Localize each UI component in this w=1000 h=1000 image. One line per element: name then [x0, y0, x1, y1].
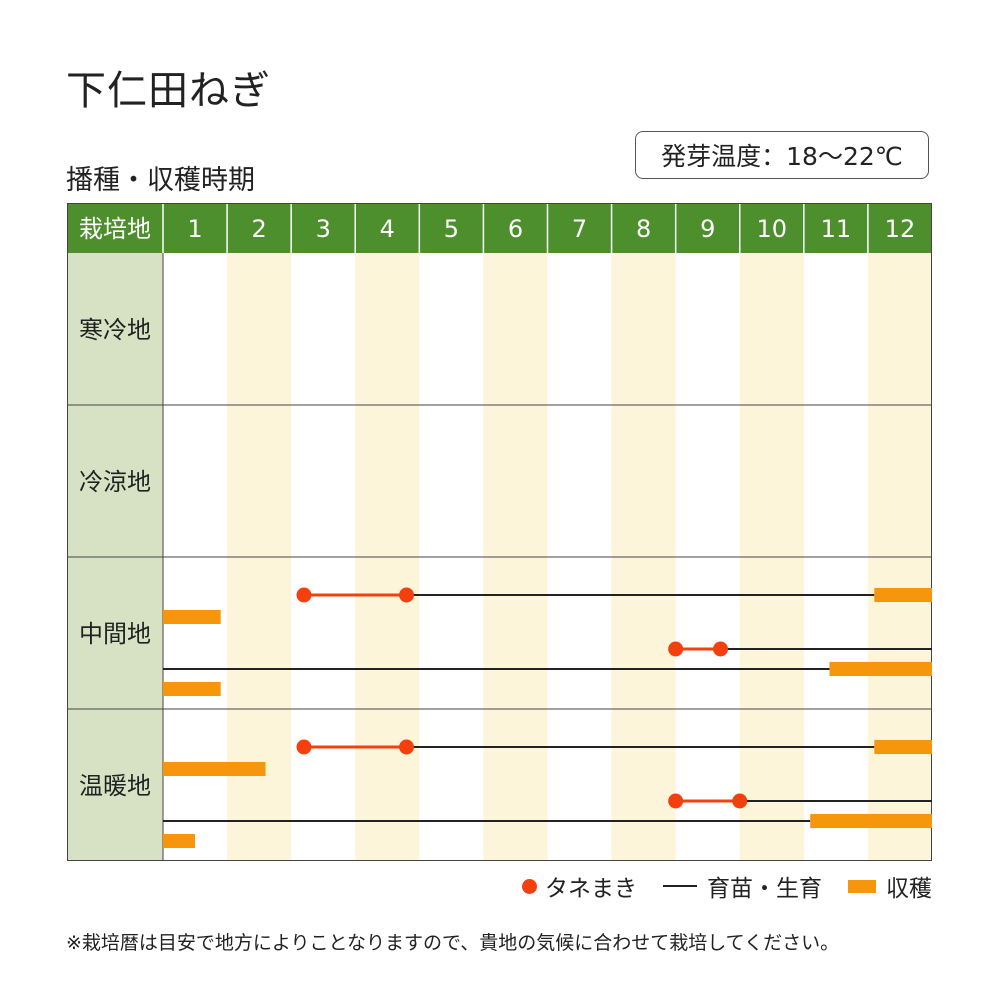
- harvest-bar: [874, 740, 932, 754]
- legend-item-growth: 育苗・生育: [663, 869, 822, 903]
- germination-temperature-badge: 発芽温度：18〜22℃: [635, 131, 929, 179]
- sowing-end-dot: [399, 587, 415, 603]
- chart-subtitle: 播種・収穫時期: [66, 165, 255, 196]
- month-label-7: 7: [572, 215, 587, 243]
- sowing-end-dot: [399, 739, 415, 755]
- legend-label-growth: 育苗・生育: [707, 876, 822, 902]
- region-label-cell: [67, 709, 163, 861]
- growth-line-icon: [663, 885, 697, 887]
- legend-label-sowing: タネまき: [545, 876, 637, 902]
- harvest-bar: [163, 834, 196, 848]
- harvest-bar: [163, 682, 221, 696]
- month-label-12: 12: [885, 215, 916, 243]
- month-label-2: 2: [251, 215, 266, 243]
- chart-legend: タネまき 育苗・生育 収穫: [0, 868, 932, 904]
- month-label-8: 8: [636, 215, 651, 243]
- month-label-5: 5: [444, 215, 459, 243]
- sowing-end-dot: [732, 793, 748, 809]
- sowing-start-dot: [668, 641, 684, 657]
- harvest-bar: [810, 814, 932, 828]
- region-label: 中間地: [79, 620, 151, 648]
- sowing-end-dot: [713, 641, 729, 657]
- month-label-10: 10: [757, 215, 788, 243]
- region-label-cell: [67, 557, 163, 709]
- region-label: 温暖地: [79, 772, 151, 800]
- region-label-cell: [67, 253, 163, 405]
- sowing-start-dot: [668, 793, 684, 809]
- harvest-bar: [829, 662, 932, 676]
- region-label: 冷涼地: [79, 468, 151, 496]
- month-label-9: 9: [700, 215, 715, 243]
- month-label-3: 3: [316, 215, 331, 243]
- legend-label-harvest: 収穫: [886, 876, 932, 902]
- month-label-1: 1: [187, 215, 202, 243]
- sowing-dot-icon: [522, 878, 537, 894]
- month-label-4: 4: [380, 215, 395, 243]
- harvest-bar-icon: [848, 879, 876, 893]
- month-label-6: 6: [508, 215, 523, 243]
- region-label-cell: [67, 405, 163, 557]
- region-label: 寒冷地: [79, 316, 151, 344]
- footnote: ※栽培暦は目安で地方によりことなりますので、貴地の気候に合わせて栽培してください…: [66, 932, 840, 954]
- month-label-11: 11: [821, 215, 852, 243]
- corner-label: 栽培地: [79, 215, 151, 243]
- page-title: 下仁田ねぎ: [66, 68, 271, 114]
- legend-item-sowing: タネまき: [522, 869, 637, 903]
- header-row: [67, 203, 932, 253]
- harvest-bar: [163, 610, 221, 624]
- chart-border: [67, 203, 932, 861]
- legend-item-harvest: 収穫: [848, 869, 932, 903]
- sowing-start-dot: [296, 587, 312, 603]
- harvest-bar: [163, 762, 266, 776]
- sowing-start-dot: [296, 739, 312, 755]
- harvest-bar: [874, 588, 932, 602]
